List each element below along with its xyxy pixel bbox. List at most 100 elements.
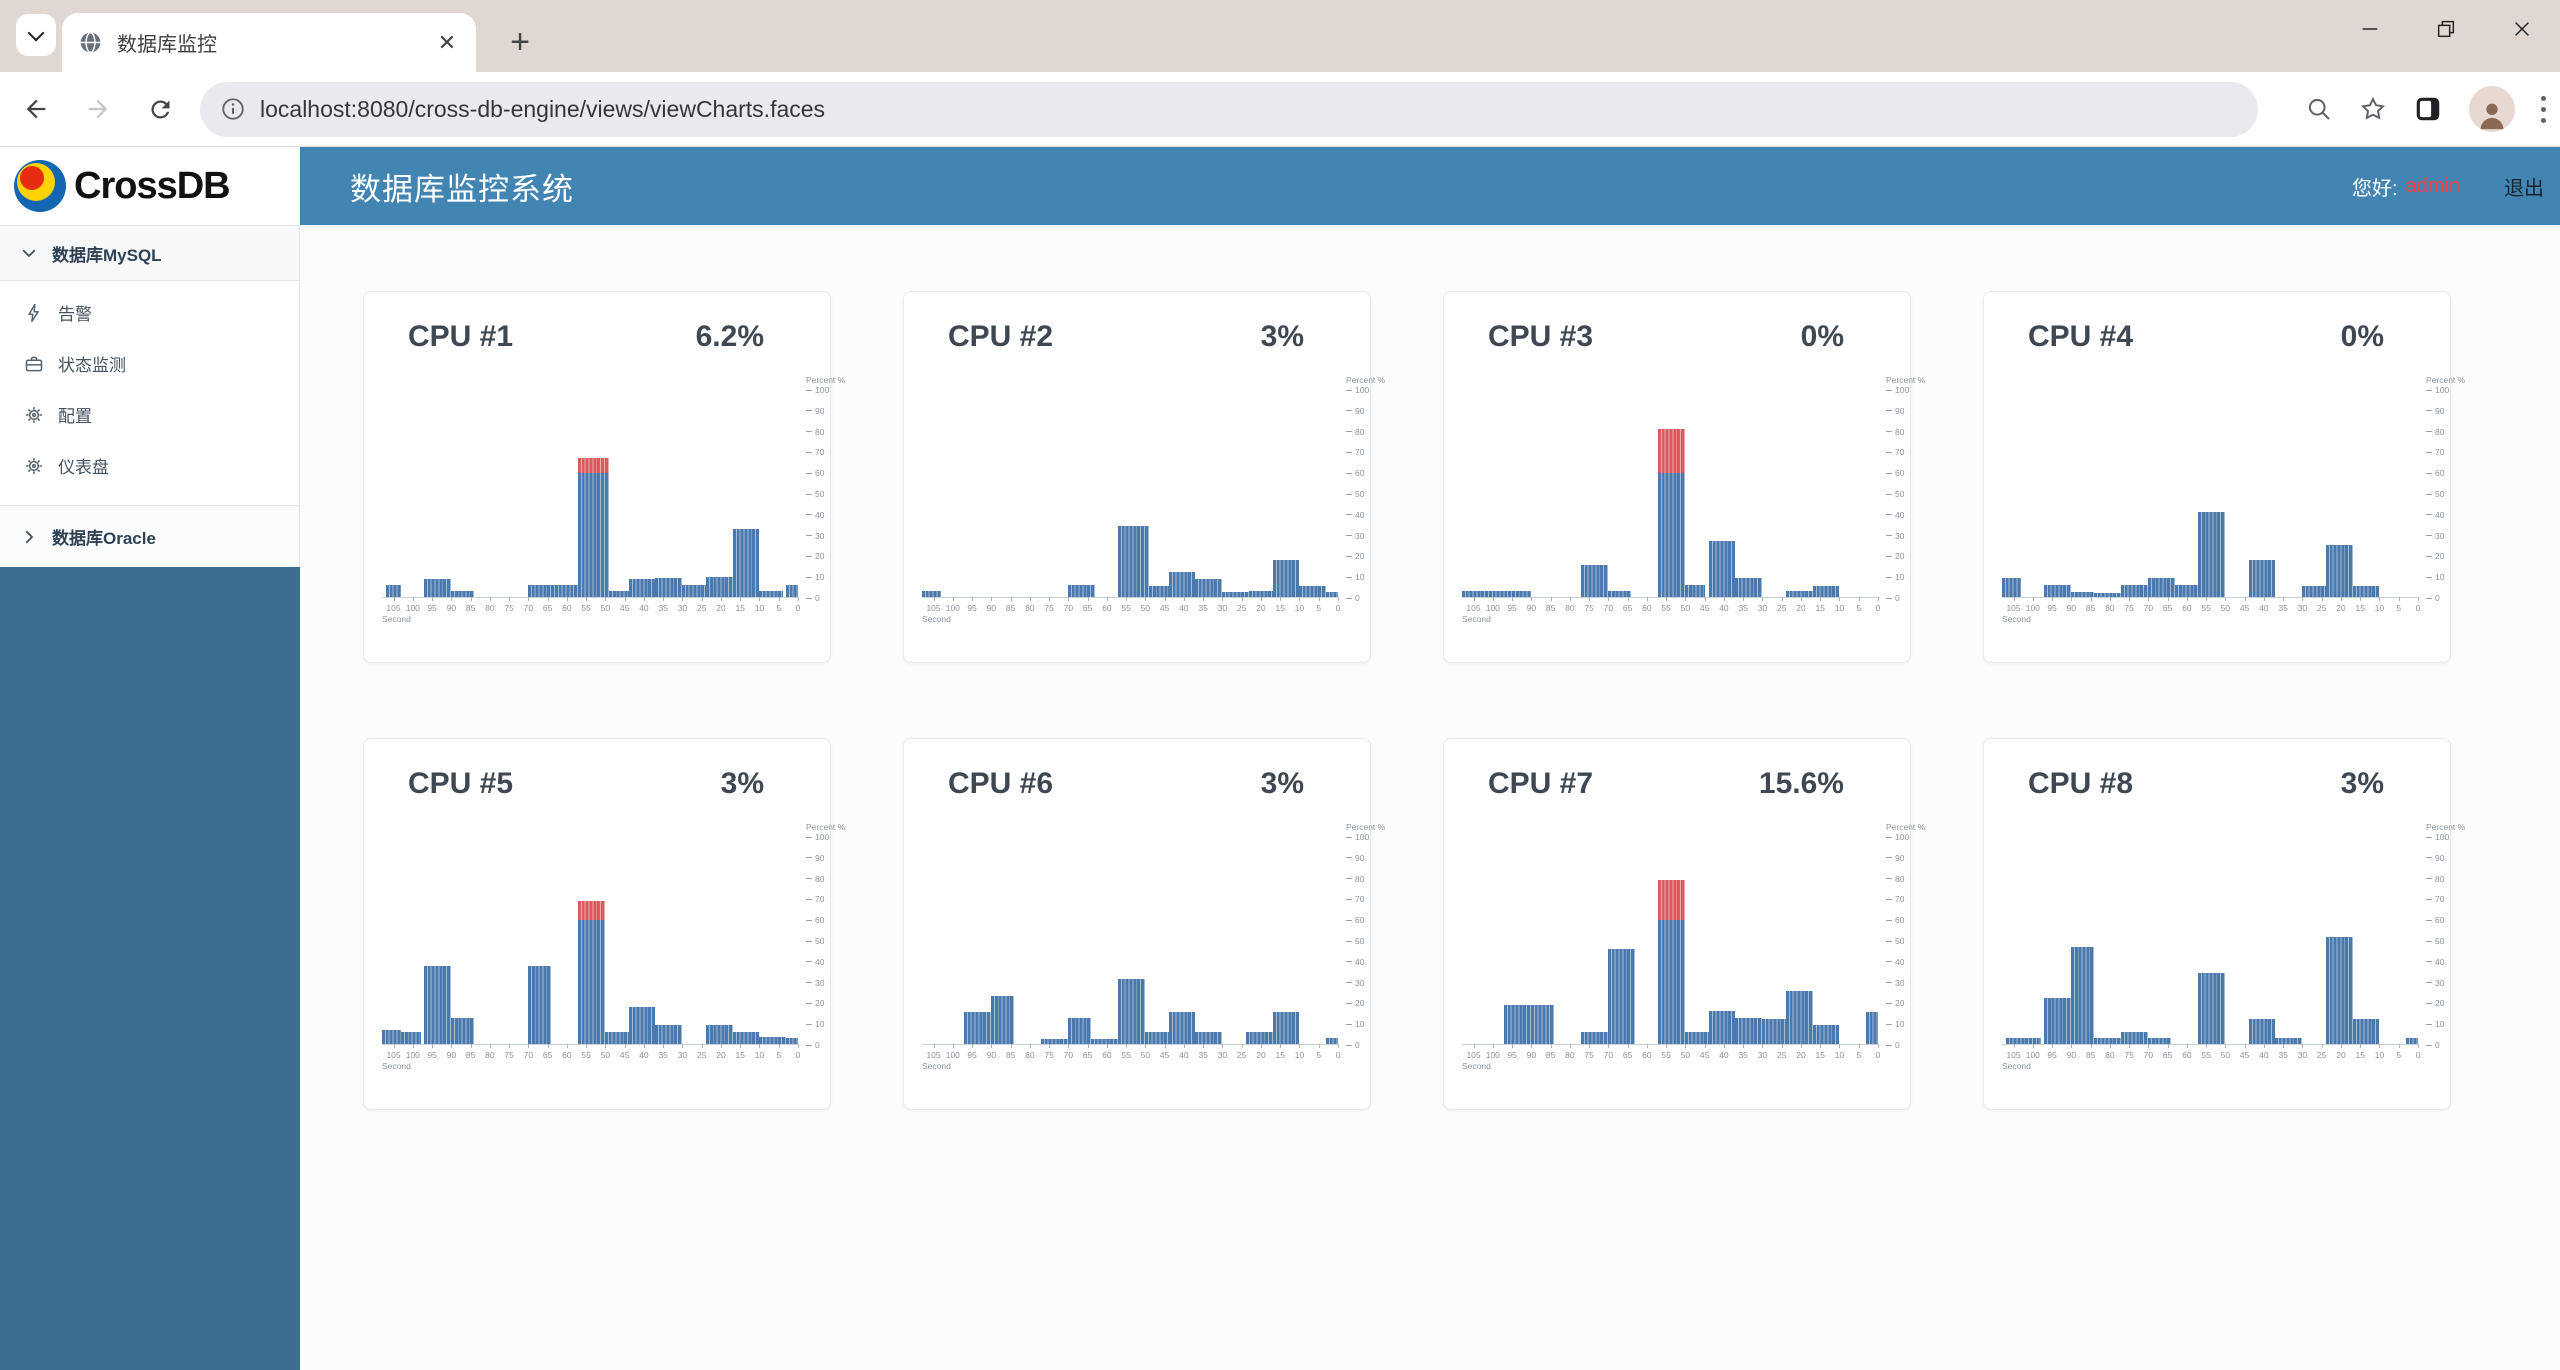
x-tick: [1087, 597, 1089, 601]
sidebar-section-mysql[interactable]: 数据库MySQL: [0, 225, 299, 281]
tab-close-icon[interactable]: ✕: [437, 29, 457, 55]
chart-bar: [964, 837, 992, 1044]
sidebar-section-oracle[interactable]: 数据库Oracle: [0, 505, 299, 567]
chart-bar: [401, 837, 421, 1044]
cpu-card-title: CPU #4: [2028, 320, 2134, 353]
browser-tab[interactable]: 数据库监控 ✕: [62, 13, 476, 72]
x-tick: [1839, 1044, 1841, 1048]
chart-bar: [2094, 837, 2122, 1044]
page-info-icon[interactable]: [220, 96, 246, 122]
y-tick-label: 30: [2426, 531, 2444, 541]
x-tick: [2148, 1044, 2150, 1048]
restore-icon: [2437, 20, 2455, 38]
x-tick-label: 60: [1102, 1050, 1112, 1060]
side-panel-button[interactable]: [2413, 94, 2443, 124]
y-tick-label: 80: [1346, 427, 1364, 437]
x-tick-label: 45: [1699, 603, 1710, 613]
sidebar-item[interactable]: 状态监测: [0, 338, 299, 389]
x-tick-label: 90: [986, 1050, 997, 1060]
cpu-card: CPU #5 3% 105 100 95 90 85 80 75 70 65 60 55 50 45 40…: [363, 738, 845, 1110]
x-tick: [528, 1044, 530, 1048]
tab-search-chevron-button[interactable]: [16, 14, 56, 56]
x-tick-label: 55: [1661, 1050, 1671, 1060]
x-tick-label: 0: [1875, 1050, 1881, 1060]
chart-bar: [2302, 390, 2326, 597]
sidebar-item[interactable]: 配置: [0, 389, 299, 440]
chart-bar: [2325, 837, 2353, 1044]
x-tick-label: 5: [776, 603, 782, 613]
x-tick: [566, 1044, 568, 1048]
y-tick-label: 50: [806, 489, 824, 499]
x-tick-label: 80: [2105, 603, 2115, 613]
x-tick: [1608, 1044, 1610, 1048]
x-tick: [1010, 1044, 1012, 1048]
x-tick-label: 10: [1834, 603, 1845, 613]
chart-bar: [1326, 390, 1338, 597]
y-tick-label: 50: [1346, 489, 1364, 499]
x-tick-label: 90: [2066, 1050, 2077, 1060]
window-restore-button[interactable]: [2408, 0, 2484, 58]
cpu-usage-chart: 105 100 95 90 85 80 75 70 65 60 55 50 45 40 35 30 25 20 15…: [382, 837, 800, 1071]
x-tick: [2109, 1044, 2111, 1048]
window-minimize-button[interactable]: [2332, 0, 2408, 58]
y-tick-label: 80: [1346, 874, 1364, 884]
x-tick-label: 90: [1526, 603, 1537, 613]
y-tick-label: 100: [806, 385, 829, 395]
chart-bar: [1118, 390, 1150, 597]
chart-bar: [628, 837, 656, 1044]
x-tick: [1222, 597, 1224, 601]
chart-y-axis: Percent % 0 10 20 30 40 50 60 70 80 90 100: [1346, 822, 1392, 1050]
x-tick: [1492, 1044, 1494, 1048]
logout-link[interactable]: 退出: [2504, 177, 2544, 200]
x-tick: [1068, 597, 1070, 601]
x-tick-label: 80: [2105, 1050, 2115, 1060]
x-tick-label: 95: [967, 603, 977, 613]
x-tick-label: 40: [1179, 603, 1189, 613]
y-tick-label: 60: [2426, 915, 2444, 925]
magnifier-icon: [2308, 98, 2330, 120]
x-tick: [1569, 597, 1571, 601]
x-tick: [2244, 597, 2246, 601]
sidebar-item[interactable]: 告警: [0, 287, 299, 338]
y-tick-label: 60: [806, 468, 824, 478]
x-tick: [1106, 597, 1108, 601]
x-tick-label: 15: [2355, 1050, 2365, 1060]
cpu-card: CPU #1 6.2% 105 100 95 90 85 80 75 70 65 60 55 50 45…: [363, 291, 845, 663]
x-tick: [933, 597, 935, 601]
zoom-button[interactable]: [2306, 96, 2333, 123]
x-tick-label: 65: [542, 1050, 553, 1060]
cpu-usage-value: 15.6%: [1758, 767, 1844, 800]
reload-button[interactable]: [134, 83, 186, 135]
x-tick: [1781, 1044, 1783, 1048]
bookmark-button[interactable]: [2359, 95, 2387, 123]
x-tick-label: 35: [2278, 1050, 2288, 1060]
x-tick-label: 75: [2124, 603, 2134, 613]
cpu-card-title: CPU #2: [948, 320, 1054, 353]
y-tick-label: 30: [1886, 531, 1904, 541]
sidebar-item[interactable]: 仪表盘: [0, 440, 299, 491]
chart-bar: [2248, 837, 2276, 1044]
x-tick-label: 35: [658, 1050, 668, 1060]
profile-avatar[interactable]: [2469, 86, 2515, 132]
x-tick-label: 40: [1179, 1050, 1189, 1060]
x-tick-label: 35: [1198, 1050, 1208, 1060]
y-tick-label: 60: [1346, 468, 1364, 478]
x-tick: [2225, 597, 2227, 601]
cpu-usage-chart: 105 100 95 90 85 80 75 70 65 60 55 50 45 40 35 30 25 20 15…: [1462, 837, 1880, 1071]
browser-menu-button[interactable]: [2541, 93, 2546, 126]
y-tick-label: 70: [1346, 447, 1364, 457]
y-tick-label: 10: [2426, 1019, 2444, 1029]
url-bar[interactable]: localhost:8080/cross-db-engine/views/vie…: [200, 81, 2258, 137]
app-header: 数据库监控系统 您好: admin 退出: [300, 147, 2560, 225]
x-tick: [1164, 597, 1166, 601]
new-tab-button[interactable]: +: [510, 22, 530, 61]
x-tick-label: 95: [967, 1050, 977, 1060]
x-tick: [2283, 597, 2285, 601]
window-close-button[interactable]: [2484, 0, 2560, 58]
x-tick: [1106, 1044, 1108, 1048]
x-tick-label: 55: [2201, 1050, 2211, 1060]
x-tick: [547, 597, 549, 601]
x-tick-label: 90: [446, 603, 457, 613]
back-button[interactable]: [10, 83, 62, 135]
forward-button[interactable]: [72, 83, 124, 135]
